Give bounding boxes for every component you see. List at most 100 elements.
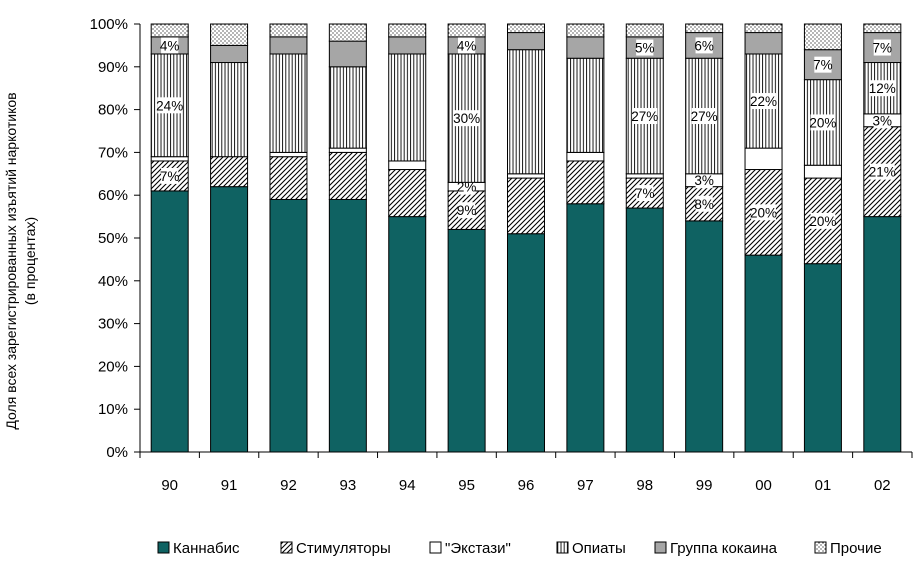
- x-tick-label: 00: [755, 477, 772, 494]
- data-label: 7%: [813, 58, 833, 73]
- data-label-background: [458, 202, 476, 219]
- bar-segment: [269, 156, 308, 200]
- bar-segment: [210, 44, 249, 64]
- data-label: 7%: [635, 186, 655, 201]
- bar-segment: [566, 36, 605, 59]
- bar-segment: [863, 23, 902, 34]
- bar-segment: [388, 160, 427, 171]
- bar-segment: [447, 23, 486, 38]
- legend: Каннабис Стимуляторы "Экстази" Опиаты Группа…: [157, 540, 882, 557]
- data-label: 9%: [457, 203, 477, 218]
- legend-label: Опиаты: [572, 540, 626, 557]
- bar-segment: [388, 36, 427, 55]
- data-label: 20%: [750, 205, 777, 220]
- y-tick-label: 10%: [98, 401, 128, 418]
- data-label: 20%: [809, 214, 836, 229]
- data-label-background: [873, 112, 891, 129]
- data-label-background: [695, 195, 713, 212]
- bar-segment: [744, 254, 783, 453]
- bar-segment: [507, 23, 545, 34]
- x-tick-label: 92: [280, 477, 297, 494]
- legend-label: "Экстази": [445, 540, 511, 557]
- y-tick-label: 0%: [106, 444, 128, 461]
- plot-area: 0% 10% 20% 30% 40% 50% 60% 70% 80% 90% 100% 7% 24% 4%…: [90, 16, 913, 494]
- legend-swatch: [280, 541, 293, 554]
- data-label: 4%: [160, 38, 180, 53]
- y-tick-label: 40%: [98, 273, 128, 290]
- bar-segment: [744, 23, 783, 34]
- data-label-background: [632, 108, 658, 125]
- bar-segment: [507, 173, 545, 179]
- x-tick-label: 94: [399, 477, 416, 494]
- data-label-background: [810, 114, 836, 131]
- data-label-background: [157, 97, 183, 114]
- bar-segment: [507, 177, 545, 235]
- legend-label: Группа кокаина: [670, 540, 778, 557]
- bar-segment: [803, 23, 842, 51]
- y-axis-label-line1: Доля всех зарегистрированных изъятий нар…: [3, 92, 19, 429]
- bar-segment: [210, 23, 249, 46]
- bar-segment: [269, 36, 308, 55]
- bar-segment: [685, 23, 724, 34]
- bar-segment: [744, 147, 783, 171]
- bar-segment: [269, 198, 308, 453]
- x-tick-label: 01: [815, 477, 832, 494]
- data-label: 22%: [750, 94, 777, 109]
- data-label-background: [810, 212, 836, 229]
- data-label-background: [869, 163, 895, 180]
- bar-segment: [269, 53, 308, 153]
- bar-segment: [625, 23, 664, 38]
- data-label-background: [636, 185, 654, 202]
- bar-segment: [625, 207, 664, 453]
- bar-segment: [507, 233, 545, 453]
- legend-label: Каннабис: [173, 540, 240, 557]
- bar-segment: [625, 173, 664, 179]
- y-tick-label: 80%: [98, 102, 128, 119]
- bar-segment: [150, 190, 189, 453]
- y-tick-label: 100%: [90, 16, 128, 33]
- bar-segment: [328, 147, 367, 153]
- x-tick-label: 93: [340, 477, 357, 494]
- bar-segment: [328, 66, 367, 149]
- data-label: 6%: [694, 38, 714, 53]
- data-label: 12%: [869, 81, 896, 96]
- bar-segment: [803, 164, 842, 179]
- bar-segment: [269, 23, 308, 38]
- data-label-background: [751, 204, 776, 221]
- legend-swatch: [814, 541, 827, 554]
- y-tick-label: 60%: [98, 187, 128, 204]
- x-tick-label: 96: [518, 477, 535, 494]
- bar-segment: [388, 216, 427, 453]
- bar-segment: [328, 151, 367, 200]
- bar-segment: [863, 216, 902, 453]
- legend-swatch: [157, 541, 170, 554]
- data-label: 4%: [457, 38, 477, 53]
- bar-segment: [328, 23, 367, 42]
- data-label: 3%: [694, 173, 714, 188]
- data-label: 3%: [873, 113, 893, 128]
- bar-segment: [507, 32, 545, 51]
- bar-segment: [566, 203, 605, 453]
- legend-label: Стимуляторы: [296, 540, 391, 557]
- y-tick-label: 30%: [98, 316, 128, 333]
- bar-segment: [803, 263, 842, 453]
- legend-label: Прочие: [830, 540, 882, 557]
- bar-segment: [388, 169, 427, 218]
- data-label-background: [695, 172, 713, 189]
- bar-segment: [210, 156, 249, 188]
- y-tick-label: 70%: [98, 144, 128, 161]
- data-label-background: [814, 56, 832, 73]
- x-tick-label: 91: [221, 477, 238, 494]
- data-label-background: [873, 39, 891, 56]
- data-label-background: [869, 80, 895, 97]
- bar-segment: [566, 160, 605, 205]
- bar-segment: [210, 62, 249, 158]
- data-label: 7%: [160, 169, 180, 184]
- data-label: 7%: [873, 41, 893, 56]
- data-label-background: [691, 108, 717, 125]
- legend-swatch: [654, 541, 667, 554]
- x-tick-label: 98: [636, 477, 653, 494]
- x-tick-label: 99: [696, 477, 713, 494]
- bar-segment: [685, 220, 724, 453]
